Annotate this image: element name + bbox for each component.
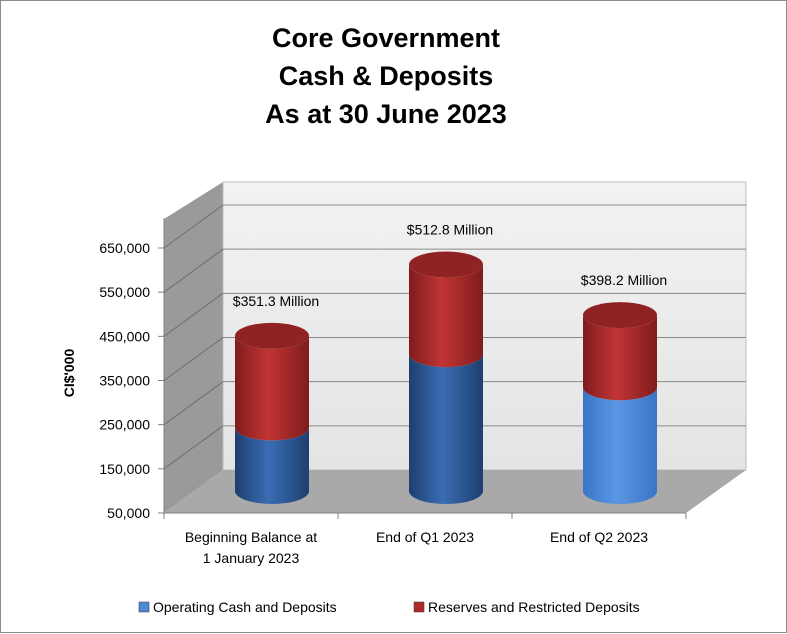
bar-segment-operating bbox=[235, 427, 309, 504]
bars bbox=[235, 251, 657, 504]
y-tick-labels: 650,000 550,000 450,000 350,000 250,000 150,0… bbox=[99, 240, 150, 521]
data-label-total: $512.8 Million bbox=[407, 222, 493, 238]
data-label-total: $351.3 Million bbox=[233, 293, 319, 309]
category-label: 1 January 2023 bbox=[203, 550, 300, 566]
chart-title: Core Government Cash & Deposits As at 30… bbox=[265, 23, 507, 129]
bar-segment-operating bbox=[409, 354, 483, 504]
y-tick-label: 50,000 bbox=[107, 505, 150, 521]
y-tick-label: 550,000 bbox=[99, 284, 150, 300]
legend-label-operating: Operating Cash and Deposits bbox=[153, 599, 337, 615]
chart-title-line-3: As at 30 June 2023 bbox=[265, 99, 507, 129]
side-wall bbox=[164, 182, 223, 513]
category-label: End of Q2 2023 bbox=[550, 529, 648, 545]
bar-top-cap bbox=[235, 322, 309, 349]
legend: Operating Cash and Deposits Reserves and… bbox=[138, 599, 640, 615]
y-tick-label: 250,000 bbox=[99, 417, 150, 433]
chart-title-line-1: Core Government bbox=[272, 23, 500, 53]
y-tick-label: 150,000 bbox=[99, 461, 150, 477]
axes bbox=[158, 218, 687, 519]
y-axis-title: CI$'000 bbox=[61, 349, 77, 398]
gridline-side bbox=[163, 292, 224, 337]
data-label-total: $398.2 Million bbox=[581, 272, 667, 288]
bar-top-cap bbox=[409, 251, 483, 278]
gridline-side bbox=[163, 425, 224, 470]
gridline-side bbox=[163, 248, 224, 293]
bar-segment-reserves bbox=[409, 264, 483, 368]
y-tick-label: 350,000 bbox=[99, 373, 150, 389]
category-label: Beginning Balance at bbox=[185, 529, 317, 545]
y-tick-label: 450,000 bbox=[99, 328, 150, 344]
bar-segment-reserves bbox=[235, 335, 309, 441]
gridlines bbox=[163, 204, 746, 470]
bar-segment-operating bbox=[583, 387, 657, 504]
data-labels: $351.3 Million $512.8 Million $398.2 Milli… bbox=[233, 222, 667, 309]
category-label: End of Q1 2023 bbox=[376, 529, 474, 545]
gridline-side bbox=[163, 204, 224, 249]
chart-title-line-2: Cash & Deposits bbox=[279, 61, 494, 91]
legend-swatch-operating bbox=[138, 601, 150, 613]
legend-swatch-reserves bbox=[413, 601, 425, 613]
y-tick-label: 650,000 bbox=[99, 240, 150, 256]
bar-segment-reserves bbox=[583, 315, 657, 401]
gridline-side bbox=[163, 337, 224, 381]
bar-top-cap bbox=[583, 302, 657, 329]
gridline-side bbox=[163, 381, 224, 426]
category-labels: Beginning Balance at 1 January 2023 End of… bbox=[185, 529, 648, 566]
legend-label-reserves: Reserves and Restricted Deposits bbox=[428, 599, 640, 615]
